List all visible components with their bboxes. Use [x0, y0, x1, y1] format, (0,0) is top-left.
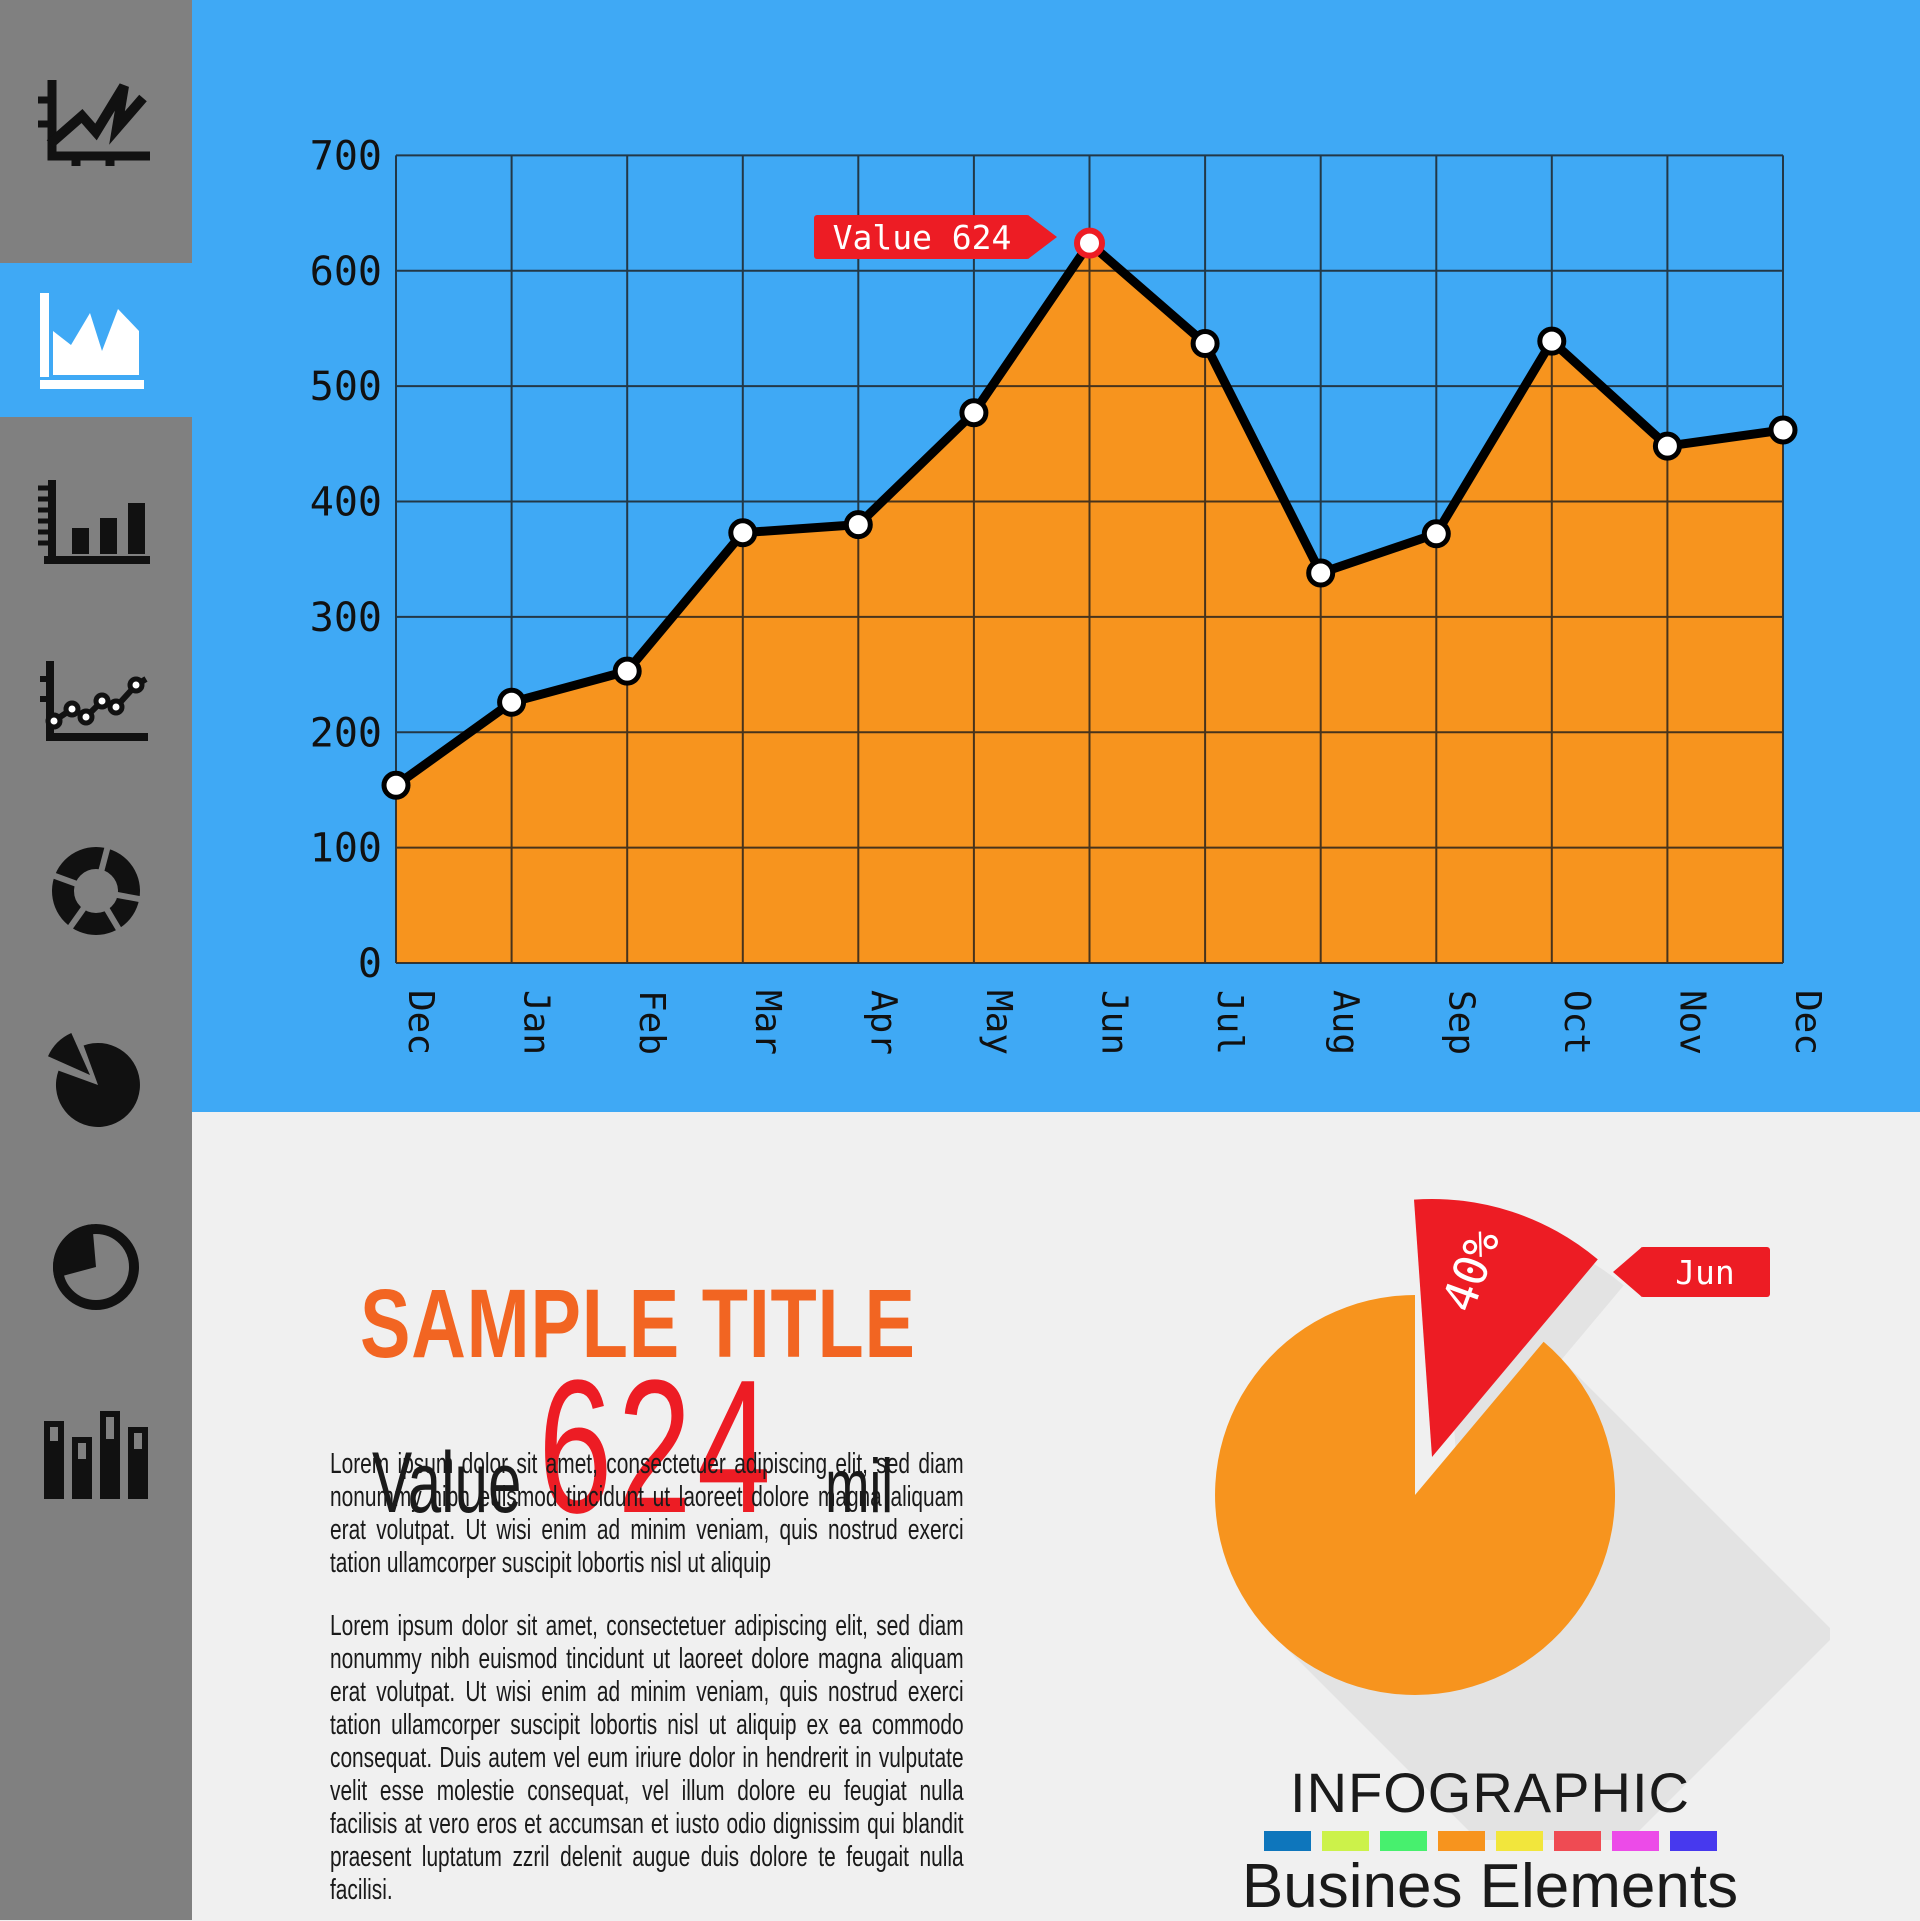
value-number: 624: [538, 1341, 777, 1553]
brand-title: INFOGRAPHIC: [1290, 1761, 1690, 1824]
brand-block: INFOGRAPHIC Busines Elements: [1158, 1761, 1822, 1921]
sidebar-item-pie-chart[interactable]: [0, 1002, 192, 1156]
sidebar-item-dot-line-chart[interactable]: [0, 626, 192, 780]
paragraph-2: Lorem ipsum dolor sit amet, consectetuer…: [330, 1610, 964, 1906]
svg-text:Dec: Dec: [400, 990, 441, 1055]
brand-subtitle: Busines Elements: [1241, 1852, 1739, 1921]
data-point: [1652, 431, 1682, 461]
data-point: [1421, 519, 1451, 549]
jun-callout-label: Jun: [1675, 1252, 1735, 1292]
svg-text:600: 600: [310, 249, 382, 295]
body-text: Lorem ipsum dolor sit amet, consectetuer…: [330, 1448, 964, 1907]
svg-text:May: May: [978, 990, 1019, 1055]
pie-chart: 40%: [1215, 1198, 1836, 1916]
value-prefix: Value: [372, 1435, 522, 1531]
paragraph-1: Lorem ipsum dolor sit amet, consectetuer…: [330, 1448, 964, 1579]
svg-text:Dec: Dec: [1787, 990, 1828, 1055]
area-chart-panel: 0 100 200 300 400 500 600 700 Dec Jan Feb Mar Apr May…: [0, 0, 1920, 1112]
svg-text:Jun: Jun: [1094, 990, 1135, 1055]
donut-chart-icon: [42, 843, 151, 939]
data-point: [381, 770, 411, 800]
svg-text:300: 300: [310, 595, 382, 641]
data-point: [843, 510, 873, 540]
data-point: [612, 656, 642, 686]
svg-text:Nov: Nov: [1671, 990, 1712, 1055]
color-swatch: [1495, 1831, 1543, 1852]
color-swatch: [1669, 1831, 1717, 1852]
sidebar-item-donut-chart[interactable]: [0, 814, 192, 968]
data-point: [1537, 326, 1567, 356]
svg-text:200: 200: [310, 710, 382, 756]
trend-line-chart-icon: [38, 80, 150, 166]
value-readout: Value 624 mil: [372, 1352, 893, 1542]
area-chart: 0 100 200 300 400 500 600 700 Dec Jan Feb Mar Apr May…: [310, 133, 1828, 1055]
data-point: [959, 398, 989, 428]
pie-outline-chart-icon: [53, 1224, 139, 1310]
color-swatch: [1611, 1831, 1659, 1852]
dot-line-chart-icon: [40, 661, 148, 741]
page-title: SAMPLE TITLE: [360, 1268, 916, 1378]
pie-chart-panel: 40%: [1130, 1140, 1836, 1916]
svg-text:700: 700: [310, 133, 382, 179]
svg-text:Feb: Feb: [631, 990, 672, 1055]
data-point: [497, 687, 527, 717]
svg-text:Jan: Jan: [516, 990, 557, 1055]
color-swatch: [1437, 1831, 1485, 1852]
sidebar-item-area-chart[interactable]: [0, 263, 192, 417]
pie-chart-icon: [48, 1033, 140, 1127]
jun-callout-tag: Jun: [1613, 1247, 1770, 1297]
data-point: [1768, 415, 1798, 445]
color-swatch: [1379, 1831, 1427, 1852]
chart-type-sidebar: [0, 0, 192, 1920]
data-point: [1306, 558, 1336, 588]
svg-text:400: 400: [310, 480, 382, 526]
data-point-annotated: [1074, 227, 1105, 259]
color-swatch-strip: [1158, 1831, 1822, 1852]
sidebar-item-column-chart[interactable]: [0, 1378, 192, 1532]
svg-text:Sep: Sep: [1440, 990, 1481, 1055]
value-suffix: mil: [825, 1444, 894, 1529]
sidebar-item-trend-line-chart[interactable]: [0, 45, 192, 199]
svg-text:Apr: Apr: [862, 990, 903, 1055]
svg-text:Aug: Aug: [1325, 990, 1366, 1055]
svg-text:Mar: Mar: [747, 990, 788, 1055]
svg-text:Oct: Oct: [1556, 990, 1597, 1055]
svg-text:100: 100: [310, 826, 382, 872]
column-chart-icon: [44, 1411, 148, 1499]
svg-text:Jul: Jul: [1209, 990, 1250, 1055]
svg-text:0: 0: [358, 941, 382, 987]
svg-text:500: 500: [310, 364, 382, 410]
value-callout-label: Value 624: [832, 217, 1012, 257]
value-callout-tag: Value 624: [814, 215, 1057, 259]
color-swatch: [1263, 1831, 1311, 1852]
area-chart-icon: [40, 293, 144, 389]
y-axis-labels: 0 100 200 300 400 500 600 700: [310, 133, 382, 987]
pie-main-slice: [1215, 1295, 1616, 1695]
color-swatch: [1321, 1831, 1369, 1852]
x-axis-labels: Dec Jan Feb Mar Apr May Jun Jul Aug Sep Oct Nov Dec: [400, 990, 1828, 1055]
pie-exploded-slice: [1414, 1198, 1598, 1457]
color-swatch: [1553, 1831, 1601, 1852]
bar-chart-icon: [38, 480, 150, 564]
data-point: [1190, 329, 1220, 358]
sidebar-item-pie-outline-chart[interactable]: [0, 1190, 192, 1344]
data-point: [728, 518, 758, 548]
sidebar-item-bar-chart[interactable]: [0, 445, 192, 599]
